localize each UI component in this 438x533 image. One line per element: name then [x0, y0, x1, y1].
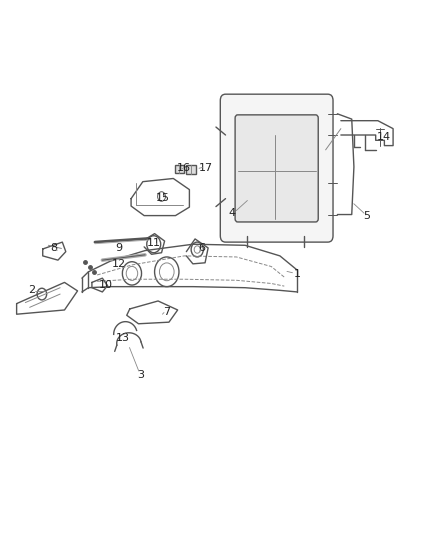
Text: 12: 12 [112, 259, 126, 269]
Text: 8: 8 [50, 243, 57, 253]
Text: 16: 16 [177, 164, 191, 173]
FancyBboxPatch shape [220, 94, 333, 242]
Text: 11: 11 [147, 238, 161, 248]
Text: 1: 1 [294, 270, 301, 279]
Text: 10: 10 [99, 280, 113, 290]
Text: 7: 7 [163, 306, 170, 317]
Text: 13: 13 [116, 333, 130, 343]
FancyBboxPatch shape [235, 115, 318, 222]
Text: 6: 6 [198, 243, 205, 253]
Bar [176, 165, 184, 173]
Text: 4: 4 [229, 208, 236, 219]
Text: 15: 15 [155, 192, 170, 203]
Text: 17: 17 [199, 164, 213, 173]
Text: 5: 5 [364, 211, 371, 221]
Bar [186, 165, 196, 174]
Text: 2: 2 [28, 285, 35, 295]
Text: 14: 14 [377, 132, 392, 142]
Text: 3: 3 [137, 370, 144, 380]
Text: 9: 9 [115, 243, 123, 253]
